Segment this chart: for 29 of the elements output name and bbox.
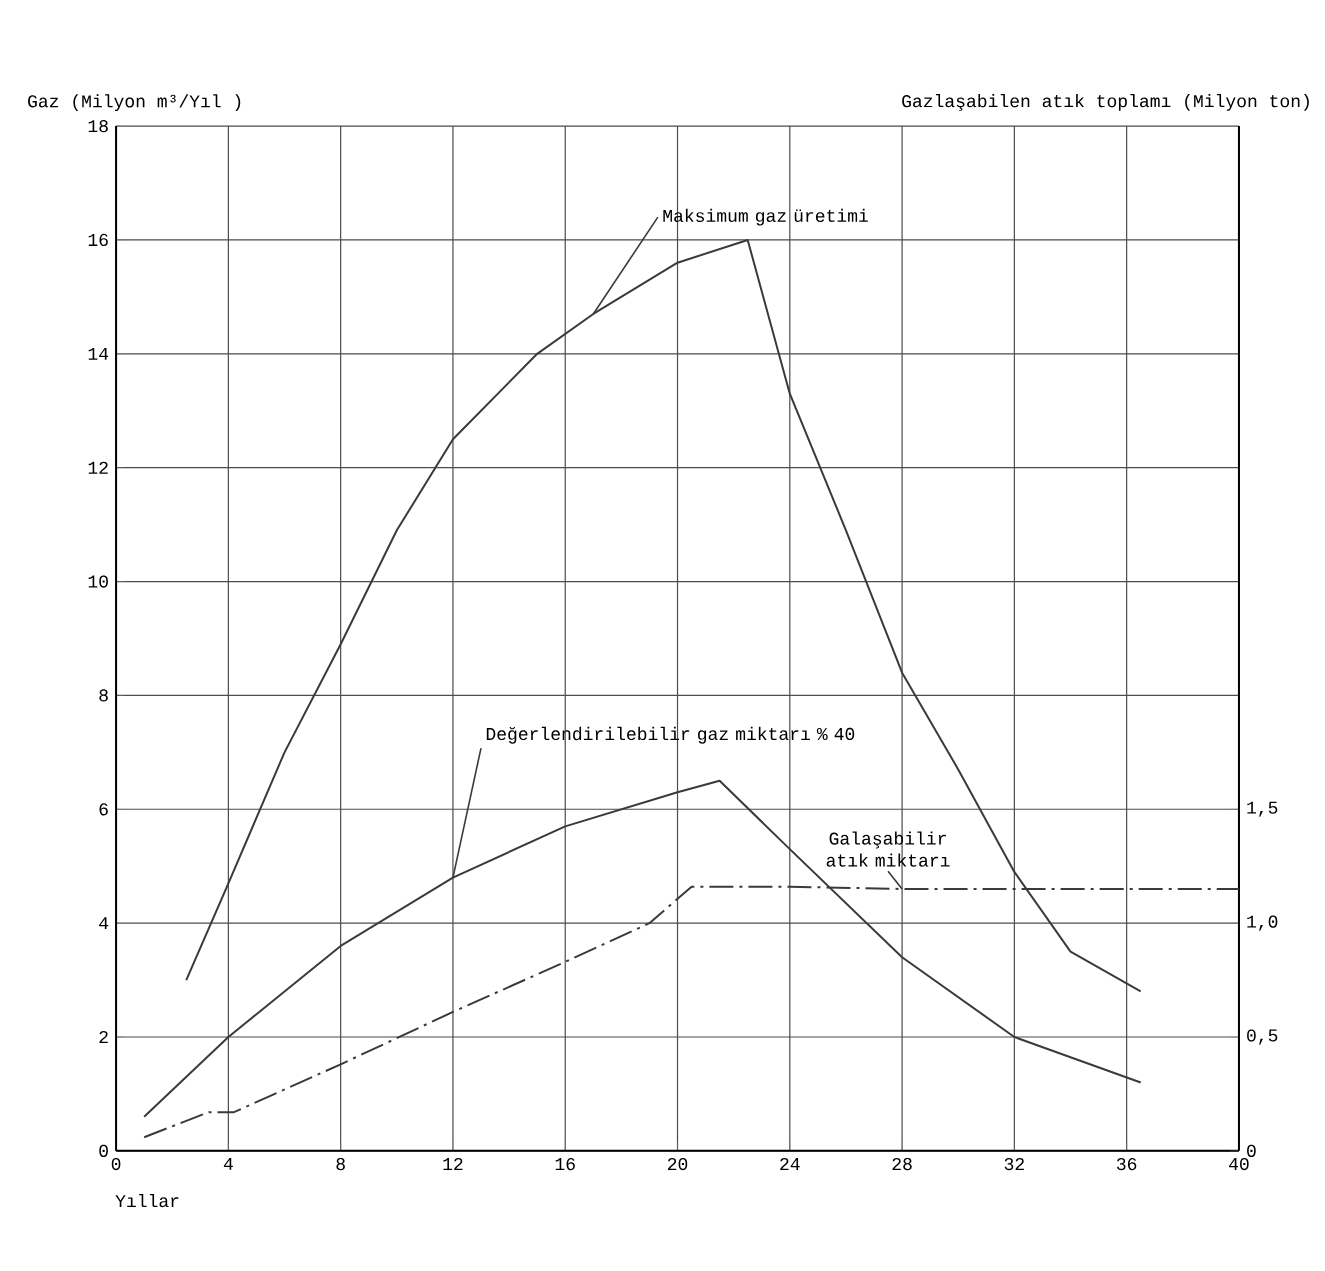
y-tick-label: 10 [88,575,108,588]
x-tick-label: 0 [111,1157,121,1171]
x-tick-label: 32 [1004,1157,1024,1171]
y-tick-label: 0 [99,1144,108,1157]
y-tick-label: 2 [99,1030,108,1044]
y2-tick-label: 1,0 [1247,915,1278,931]
x-tick-label: 12 [443,1157,463,1170]
x-tick-label: 8 [336,1157,345,1171]
y-tick-label: 14 [88,347,109,360]
y2-tick-label: 1,5 [1247,801,1278,817]
y2-tick-label: 0,5 [1247,1029,1278,1045]
y-tick-label: 18 [88,119,108,133]
x-axis-title: Yıllar [115,1193,179,1208]
x-tick-label: 20 [667,1157,688,1171]
x-tick-label: 4 [223,1157,233,1170]
x-tick-label: 28 [892,1157,912,1171]
y-tick-label: 8 [99,689,108,702]
y-axis-title: Gaz (Milyon m³/Yıl ) [28,94,241,112]
y-tick-label: 6 [99,803,108,816]
series-label: Galaşabilir atık miktarı [826,831,950,867]
y2-axis-title: Gazlaşabilen atık toplamı (Milyon ton) [902,94,1309,112]
y-tick-label: 16 [88,233,108,247]
y2-tick-label: 0 [1247,1144,1256,1157]
x-tick-label: 24 [780,1157,800,1170]
x-tick-label: 36 [1116,1157,1137,1171]
x-tick-label: 40 [1229,1157,1249,1171]
y-tick-label: 12 [88,461,108,474]
x-tick-label: 16 [555,1157,575,1171]
y-tick-label: 4 [99,917,109,930]
